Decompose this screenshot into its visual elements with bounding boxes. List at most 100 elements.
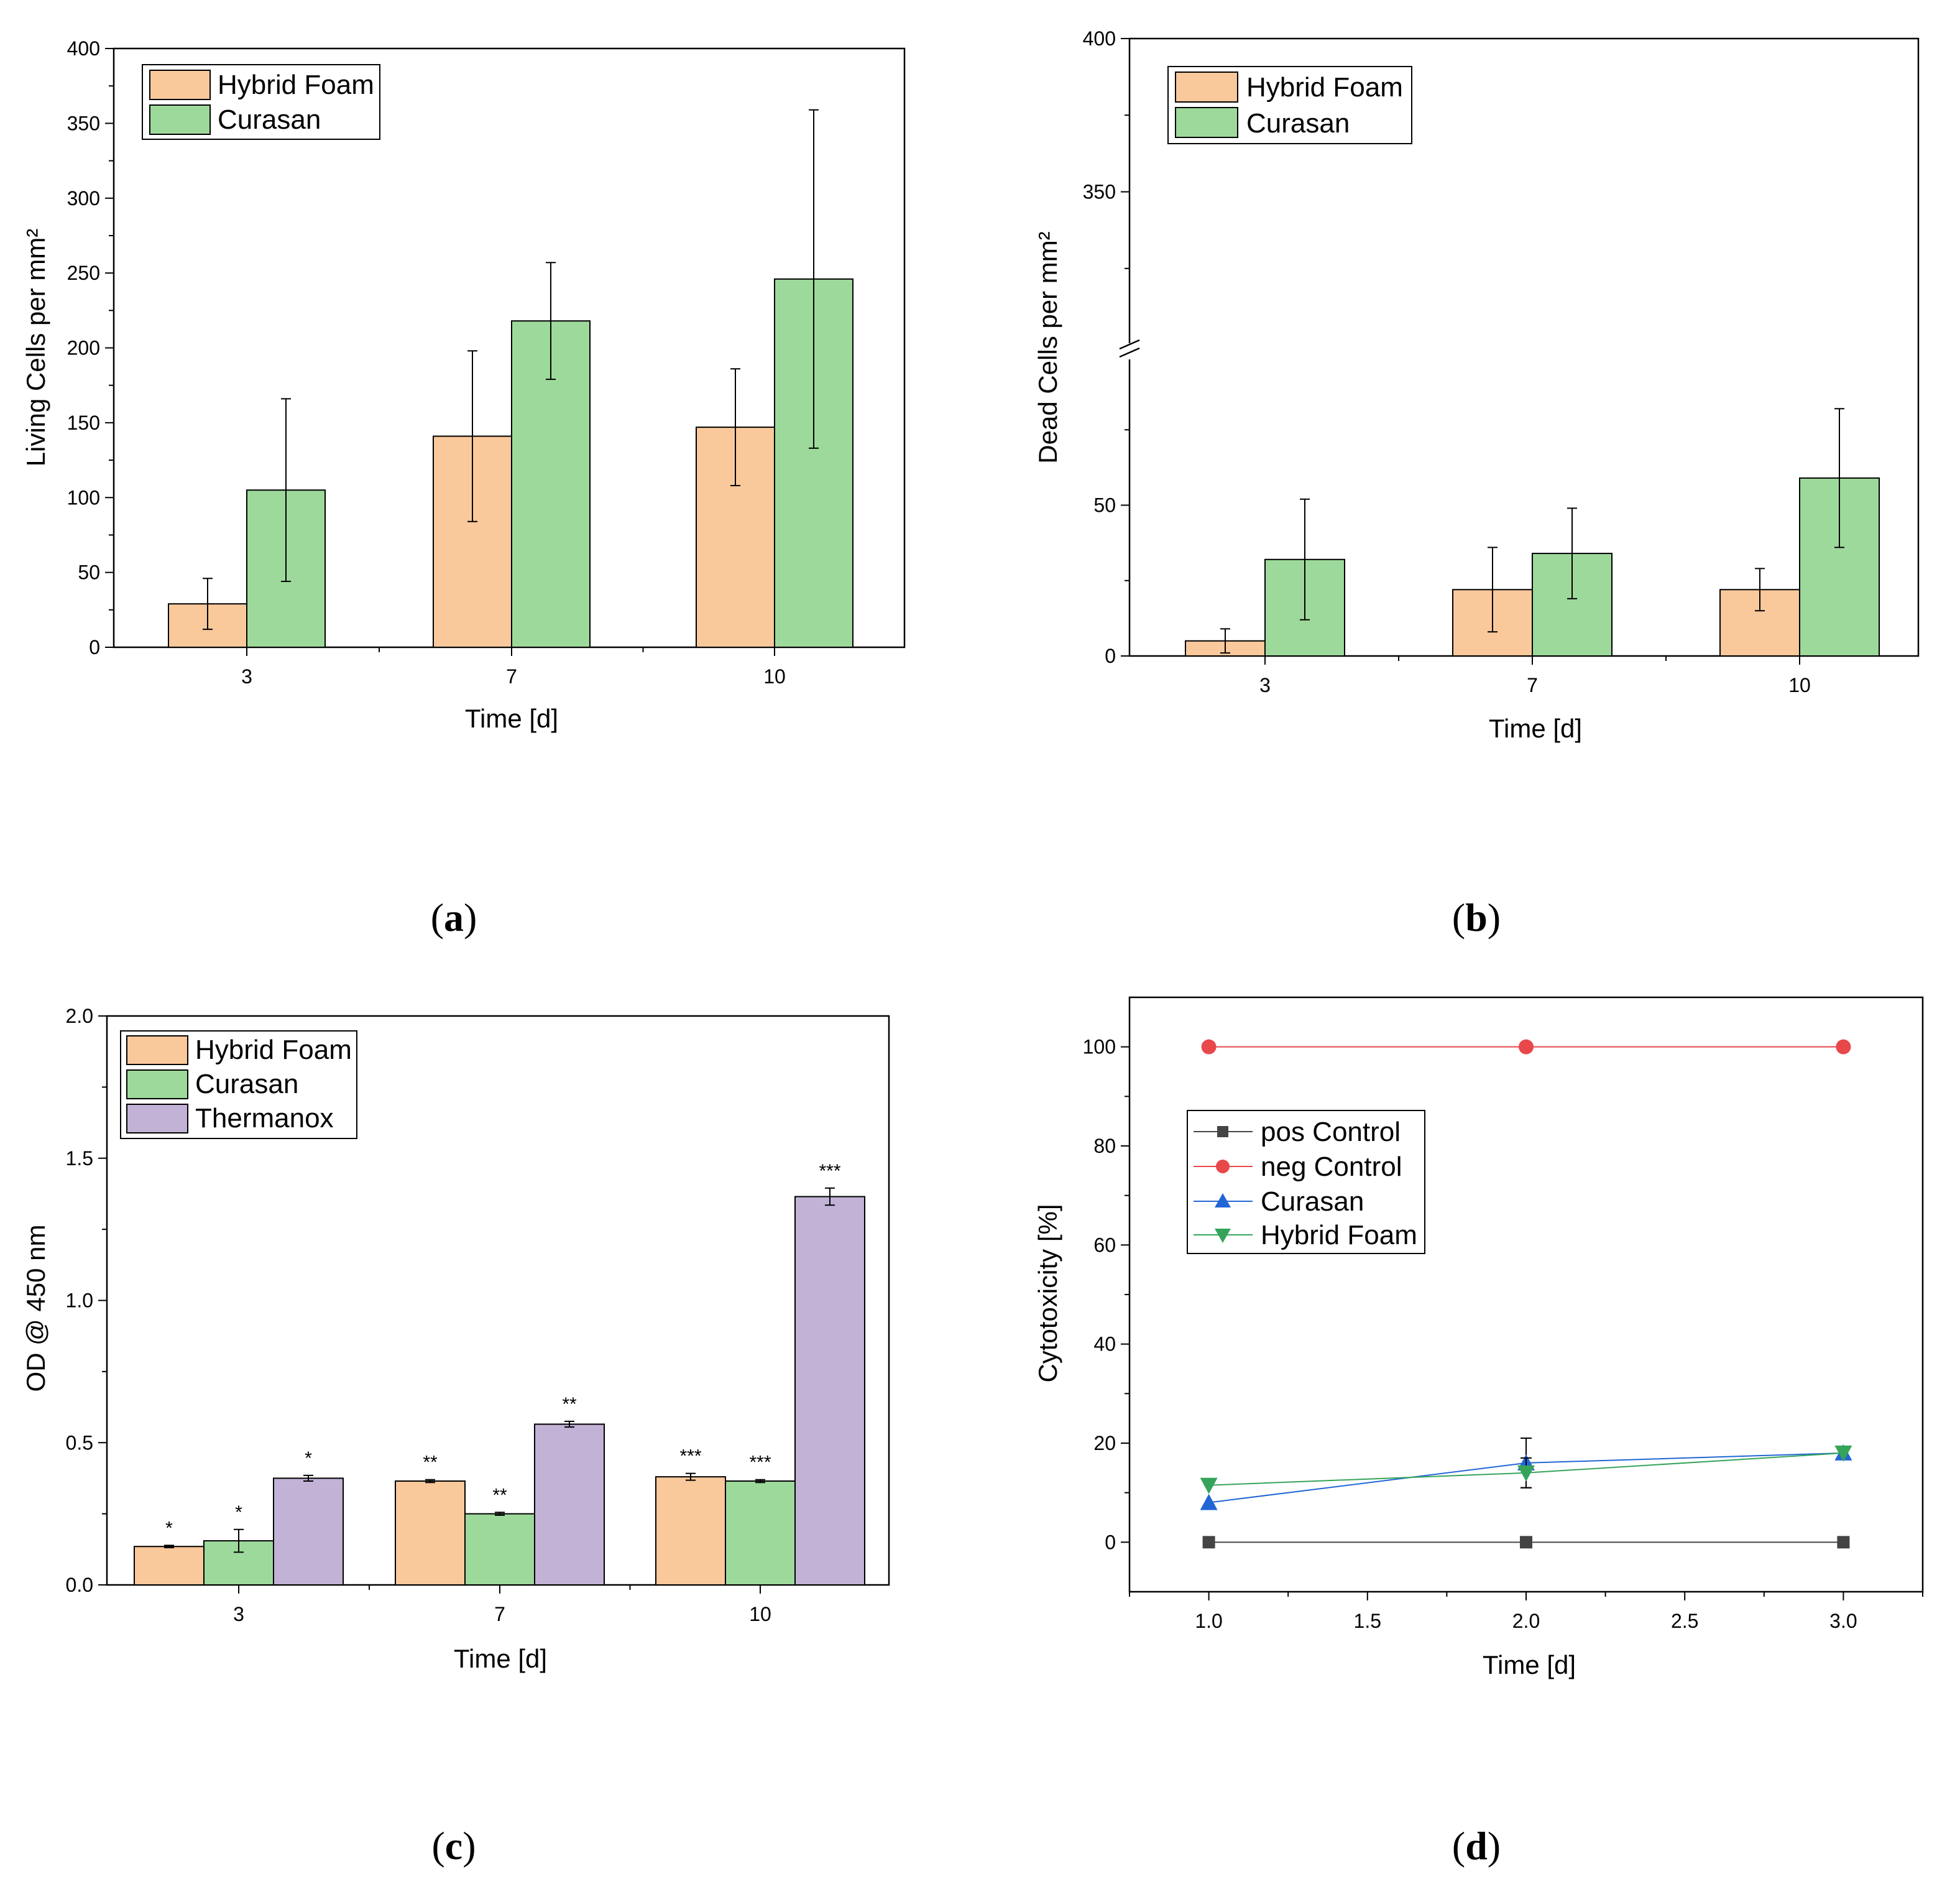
panel-d-chart: 0 20 40 60 80 100 1.0 1.5 2.0 2.5 3.0 Time [d] Cyt… (1033, 996, 1924, 1868)
panel-b-x-tick-label: 3 (1259, 674, 1271, 696)
panel-b-x-axis-label: Time [d] (1489, 714, 1582, 743)
panel-c-significance-label: ** (562, 1394, 577, 1415)
panel-a-y-tick-label: 100 (67, 486, 100, 509)
panel-a-legend: Hybrid Foam Curasan (142, 64, 380, 140)
panel-d-marker (1519, 1039, 1534, 1055)
panel-c-x-axis-label: Time [d] (454, 1644, 547, 1673)
panel-c-legend: Hybrid Foam Curasan Thermanox (120, 1030, 357, 1139)
panel-a-y-tick-label: 50 (78, 561, 100, 584)
panel-b-y-tick-label: 50 (1093, 494, 1116, 517)
panel-a-y-axis-label: Living Cells per mm² (21, 229, 50, 467)
panel-d-x-tick-label: 1.5 (1354, 1610, 1381, 1632)
panel-d-marker (1201, 1039, 1217, 1055)
panel-d-y-tick-label: 40 (1093, 1333, 1116, 1355)
panel-a-y-tick-label: 400 (67, 37, 100, 60)
panel-d-marker (1837, 1536, 1850, 1549)
panel-a-legend-label-hybrid: Hybrid Foam (218, 70, 374, 100)
panel-c-caption: (c) (431, 1824, 476, 1868)
panel-b-legend-swatch-hybrid (1175, 72, 1238, 103)
panel-b-legend: Hybrid Foam Curasan (1167, 66, 1412, 144)
panel-c-significance-label: * (235, 1502, 242, 1523)
panel-c-bar (464, 1513, 535, 1586)
panel-d-y-tick-label: 100 (1083, 1036, 1116, 1058)
panel-c-significance-label: ** (492, 1485, 507, 1505)
panel-d-legend-label-curasan: Curasan (1261, 1186, 1364, 1217)
panel-c-bar (273, 1477, 344, 1586)
panel-d-y-tick-label: 20 (1093, 1432, 1116, 1454)
panel-c-significance-label: *** (749, 1452, 771, 1473)
panel-c-significance-label: ** (423, 1452, 438, 1473)
panel-d-plot-area: 0 20 40 60 80 100 1.0 1.5 2.0 2.5 3.0 (1083, 996, 1924, 1632)
panel-a-y-tick-label: 150 (67, 412, 100, 434)
panel-c-y-tick-label: 0.5 (66, 1431, 93, 1454)
panel-d-x-tick-label: 1.0 (1195, 1610, 1222, 1632)
panel-c-y-tick-label: 1.0 (66, 1290, 93, 1312)
panel-d-y-tick-label: 60 (1093, 1234, 1116, 1256)
panel-d-x-tick-label: 2.0 (1512, 1610, 1540, 1632)
panel-b-x-tick-label: 10 (1788, 674, 1811, 696)
panel-d-y-tick-label: 0 (1105, 1531, 1116, 1553)
panel-c-legend-label-hybrid: Hybrid Foam (195, 1035, 352, 1065)
panel-a-y-tick-label: 250 (67, 262, 100, 284)
panel-a-y-tick-label: 0 (89, 636, 100, 658)
panel-c-legend-swatch-hybrid (126, 1035, 188, 1065)
panel-c-y-tick-label: 1.5 (66, 1147, 93, 1170)
panel-d-legend-label-hybrid: Hybrid Foam (1261, 1220, 1417, 1250)
panel-c-legend-label-thermanox: Thermanox (195, 1103, 334, 1133)
panel-a-legend-label-curasan: Curasan (218, 104, 321, 135)
panel-a-chart: 0 50 100 150 200 250 300 350 400 3 7 10 Time [d] Li… (21, 37, 906, 940)
panel-b-axis-break-mark (1119, 347, 1140, 358)
panel-a-y-tick-label: 300 (67, 187, 100, 210)
panel-b-y-tick-label: 400 (1083, 27, 1116, 50)
panel-d-legend-label-neg: neg Control (1261, 1152, 1402, 1182)
panel-d-axes-frame (1128, 996, 1924, 1593)
panel-d-legend-marker-pos (1217, 1126, 1228, 1137)
panel-c-legend-swatch-curasan (126, 1069, 188, 1099)
panel-c-plot-area: 0.00.51.01.52.03***7******10*** ****** (66, 1005, 890, 1625)
panel-c-legend-swatch-thermanox (126, 1104, 188, 1133)
panel-a-x-tick-label: 3 (241, 665, 252, 688)
panel-c-y-tick-label: 0.0 (66, 1574, 93, 1596)
panel-d-legend-marker-curasan (1215, 1193, 1231, 1207)
panel-a-y-tick-label: 350 (67, 112, 100, 134)
panel-c-bar (395, 1480, 466, 1586)
panel-d-caption: (d) (1452, 1824, 1501, 1868)
panel-c-chart: 0.00.51.01.52.03***7******10*** ****** Ti… (21, 1005, 890, 1868)
panel-b-y-tick-label: 350 (1083, 181, 1116, 203)
panel-c-significance-label: *** (819, 1161, 840, 1181)
panel-b-legend-swatch-curasan (1175, 107, 1238, 138)
panel-d-marker (1200, 1494, 1218, 1510)
panel-c-bar (534, 1423, 605, 1586)
panel-b-axis-break-mark (1119, 339, 1140, 350)
panel-d-x-axis-label: Time [d] (1483, 1650, 1576, 1679)
panel-a-y-tick-label: 200 (67, 337, 100, 359)
panel-b-plot-area: 0 50 350 400 3 7 10 (1083, 27, 1920, 696)
panel-c-bar (725, 1480, 796, 1586)
panel-d-legend-label-pos: pos Control (1261, 1117, 1401, 1147)
panel-b-axis-break-gap (1126, 343, 1133, 359)
panel-a-x-axis-label: Time [d] (465, 704, 558, 733)
panel-d-marker (1202, 1536, 1215, 1549)
panel-c-x-tick-label: 3 (233, 1603, 244, 1625)
panel-c-significance-label: *** (679, 1446, 701, 1467)
panel-c-bar (134, 1546, 205, 1586)
panel-c-bar (655, 1476, 726, 1586)
panel-b-y-axis-label: Dead Cells per mm² (1033, 231, 1062, 463)
panel-b-legend-label-hybrid: Hybrid Foam (1246, 72, 1403, 103)
panel-d-marker (1200, 1477, 1218, 1494)
panel-c-significance-label: * (165, 1518, 173, 1538)
panel-c-y-tick-label: 2.0 (66, 1005, 93, 1027)
panel-d-marker (1517, 1465, 1535, 1482)
panel-d-marker (1834, 1445, 1852, 1462)
panel-d-x-tick-label: 2.5 (1671, 1610, 1698, 1632)
panel-b-legend-label-curasan: Curasan (1246, 108, 1350, 139)
panel-a-legend-swatch-hybrid (149, 70, 211, 100)
panel-d-legend: pos Control neg Control Curasan Hybrid F… (1187, 1110, 1425, 1254)
panel-a-caption: (a) (431, 895, 477, 940)
panel-d-legend-marker-neg (1216, 1160, 1230, 1173)
panel-c-x-tick-label: 10 (749, 1603, 771, 1625)
panel-d-x-tick-label: 3.0 (1829, 1610, 1857, 1632)
panel-b-x-tick-label: 7 (1527, 674, 1538, 696)
panel-c-y-axis-label: OD @ 450 nm (21, 1224, 50, 1392)
